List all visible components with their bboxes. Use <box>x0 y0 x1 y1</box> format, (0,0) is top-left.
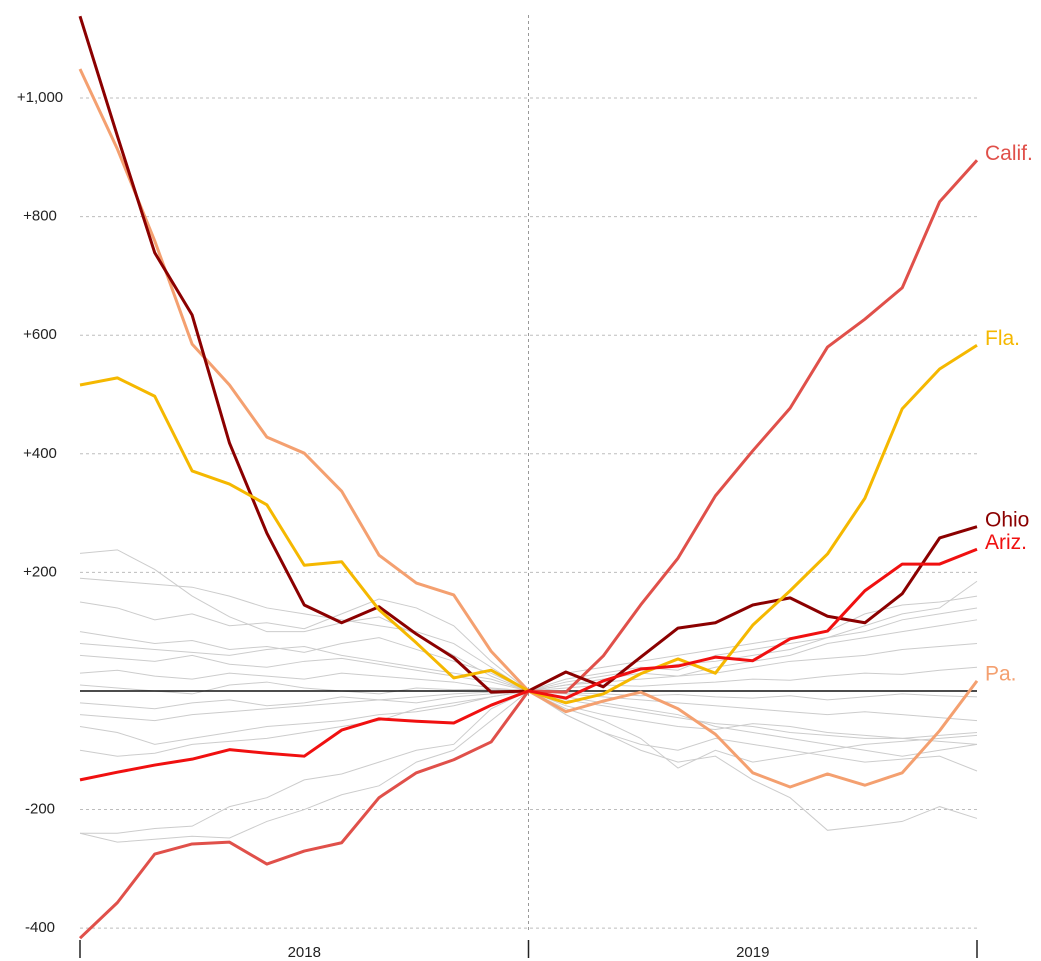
y-tick-label: -400 <box>25 919 55 936</box>
y-tick-label: +800 <box>23 208 57 225</box>
series-label: Ohio <box>985 508 1029 531</box>
series-line <box>79 344 978 705</box>
series-label: Ariz. <box>985 531 1027 554</box>
series-line <box>78 68 979 789</box>
y-tick-label: +200 <box>23 563 57 580</box>
series-label: Calif. <box>985 142 1033 165</box>
x-period-label: 2019 <box>736 944 769 961</box>
y-tick-label: +1,000 <box>17 89 63 106</box>
y-tick-label: -200 <box>25 801 55 818</box>
y-tick-label: +600 <box>23 326 57 343</box>
series-label: Pa. <box>985 662 1017 685</box>
x-period-label: 2018 <box>288 944 321 961</box>
series-label: Fla. <box>985 327 1020 350</box>
series-line <box>79 547 978 782</box>
y-tick-label: +400 <box>23 445 57 462</box>
other-line <box>79 607 978 692</box>
